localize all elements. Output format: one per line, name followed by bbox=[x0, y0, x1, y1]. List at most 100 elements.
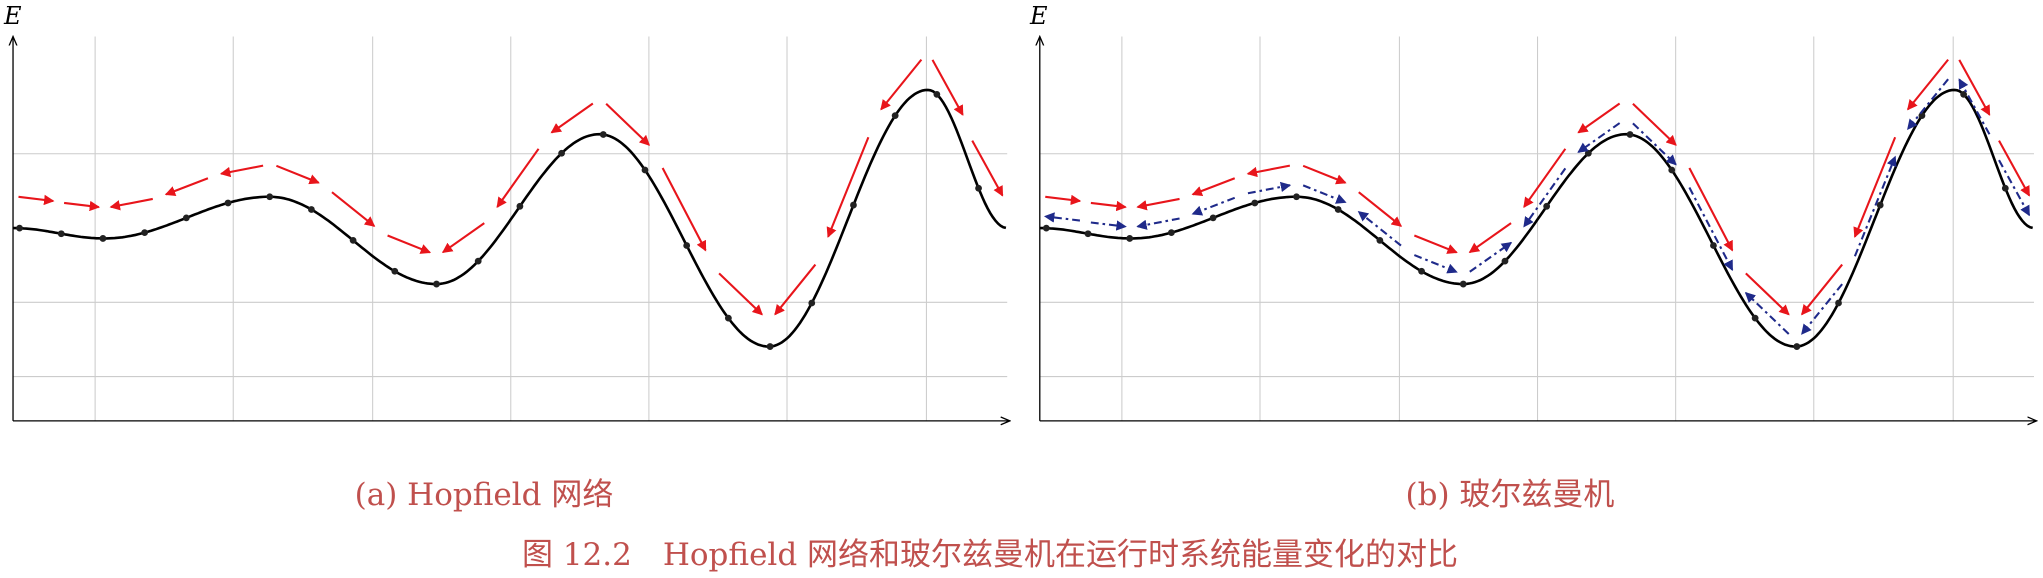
state-dot bbox=[641, 166, 649, 174]
state-dot bbox=[474, 257, 482, 265]
panel-caption: (b) 玻尔兹曼机 bbox=[1406, 477, 1615, 513]
transition-arrow bbox=[1853, 155, 1897, 257]
state-dot bbox=[766, 343, 774, 350]
transition-arrow bbox=[774, 263, 817, 316]
transition-arrow bbox=[1801, 263, 1843, 316]
transition-arrow bbox=[441, 222, 485, 254]
transition-arrow bbox=[1688, 187, 1734, 271]
state-dot bbox=[1293, 193, 1300, 201]
transition-arrow bbox=[1191, 177, 1236, 196]
transition-arrow bbox=[1577, 102, 1621, 134]
transition-arrow bbox=[931, 59, 964, 116]
state-dot bbox=[141, 229, 149, 237]
transition-arrow bbox=[1577, 122, 1621, 153]
state-dot bbox=[391, 267, 399, 275]
transition-arrow bbox=[550, 102, 594, 134]
transition-arrow bbox=[1853, 136, 1897, 238]
transition-arrow bbox=[1090, 220, 1127, 231]
state-dot bbox=[1334, 206, 1342, 213]
state-dot bbox=[433, 280, 440, 288]
transition-arrow bbox=[164, 177, 209, 196]
transition-arrow bbox=[1998, 159, 2031, 217]
state-dot bbox=[182, 214, 190, 222]
transition-arrow bbox=[219, 164, 264, 178]
transition-arrow bbox=[1632, 103, 1677, 146]
transition-arrow bbox=[1632, 122, 1677, 166]
state-dot bbox=[1251, 199, 1259, 207]
transition-arrow bbox=[1958, 59, 1991, 116]
transition-arrow bbox=[1247, 181, 1292, 195]
state-dot bbox=[1459, 280, 1467, 288]
state-dot bbox=[724, 314, 732, 322]
state-dot bbox=[99, 235, 107, 242]
transition-arrow bbox=[1907, 78, 1949, 130]
state-dot bbox=[1126, 235, 1134, 242]
state-dot bbox=[975, 184, 982, 192]
transition-arrow bbox=[1136, 217, 1180, 230]
panel-caption: (a) Hopfield 网络 bbox=[355, 477, 614, 513]
transition-arrow bbox=[1523, 167, 1567, 228]
plots bbox=[13, 36, 2037, 420]
state-dot bbox=[1751, 314, 1759, 322]
transition-arrow bbox=[1413, 234, 1458, 254]
figure-caption: 图 12.2 Hopfield 网络和玻尔兹曼机在运行时系统能量变化的对比 bbox=[522, 537, 1458, 573]
transition-arrow bbox=[1358, 191, 1403, 227]
state-dot bbox=[891, 112, 899, 119]
transition-arrow bbox=[661, 167, 707, 252]
state-dot bbox=[16, 224, 23, 232]
transition-arrow bbox=[1688, 167, 1734, 252]
state-dot bbox=[1543, 202, 1551, 210]
transition-arrow bbox=[1958, 78, 1991, 135]
state-dot bbox=[599, 131, 607, 138]
state-dot bbox=[683, 242, 691, 249]
state-dot bbox=[516, 202, 524, 210]
axis-label: E bbox=[3, 2, 22, 30]
axis-label: E bbox=[1029, 2, 1048, 30]
transition-arrow bbox=[1413, 254, 1458, 274]
state-dot bbox=[1168, 229, 1175, 237]
state-dot bbox=[266, 193, 274, 201]
state-dot bbox=[349, 237, 357, 244]
state-dot bbox=[2001, 184, 2009, 192]
state-dot bbox=[850, 201, 857, 209]
transition-arrow bbox=[387, 234, 432, 254]
transition-arrow bbox=[276, 164, 320, 185]
state-dot bbox=[808, 299, 816, 307]
transition-arrow bbox=[496, 148, 540, 208]
state-dot bbox=[308, 206, 315, 213]
transition-arrow bbox=[1744, 291, 1790, 335]
transition-arrow bbox=[718, 272, 763, 316]
state-dot bbox=[224, 199, 232, 207]
transition-arrow bbox=[880, 58, 923, 111]
transition-arrow bbox=[1998, 140, 2031, 197]
state-dot bbox=[1626, 131, 1634, 138]
state-dot bbox=[1668, 166, 1676, 174]
transition-arrow bbox=[1907, 58, 1949, 111]
state-dot bbox=[1376, 237, 1384, 244]
transition-arrow bbox=[109, 197, 153, 211]
transition-arrow bbox=[1468, 222, 1512, 254]
transition-arrow bbox=[1191, 196, 1236, 216]
state-dot bbox=[1710, 242, 1717, 249]
transition-arrow bbox=[1302, 164, 1347, 185]
transition-arrow bbox=[1246, 164, 1291, 178]
energy-curve bbox=[13, 88, 1007, 348]
state-dot bbox=[1418, 267, 1425, 275]
state-dot bbox=[1960, 90, 1968, 98]
state-dot bbox=[558, 149, 565, 157]
energy-curve bbox=[1039, 88, 2033, 348]
transition-arrow bbox=[1801, 283, 1843, 335]
transition-arrow bbox=[605, 103, 651, 146]
state-dot bbox=[1209, 214, 1217, 222]
state-dot bbox=[1042, 224, 1050, 232]
transition-arrow bbox=[1043, 212, 1081, 223]
transition-arrow bbox=[331, 191, 376, 227]
state-dot bbox=[1501, 257, 1509, 265]
state-dot bbox=[57, 230, 65, 238]
transition-arrow bbox=[63, 200, 101, 212]
transition-arrow bbox=[1090, 200, 1127, 212]
state-dot bbox=[933, 90, 941, 98]
state-dot bbox=[1918, 112, 1926, 119]
state-dot bbox=[1876, 201, 1884, 209]
